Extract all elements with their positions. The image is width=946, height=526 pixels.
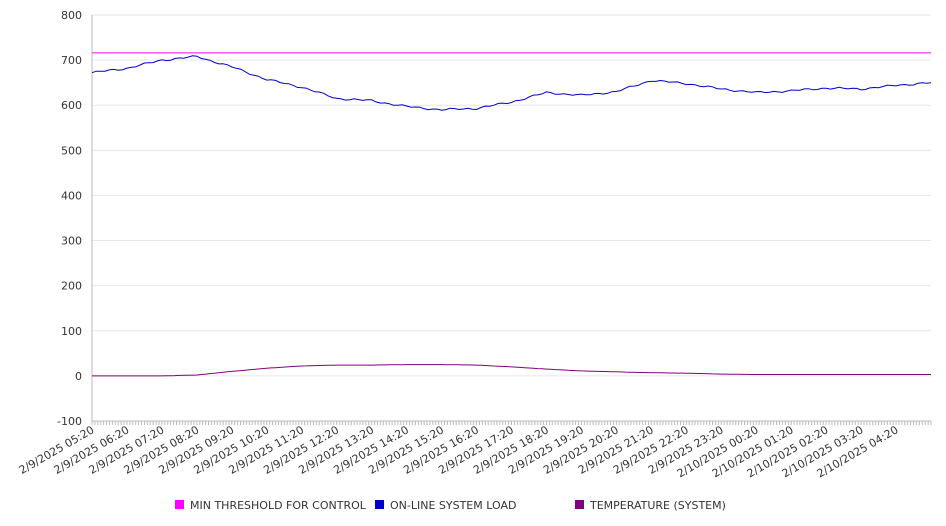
y-tick-label: 100 bbox=[61, 325, 82, 338]
y-tick-label: 0 bbox=[75, 370, 82, 383]
legend-label-temperature-system: TEMPERATURE (SYSTEM) bbox=[589, 499, 726, 512]
legend-swatch-temperature-system bbox=[575, 500, 584, 509]
y-tick-label: 600 bbox=[61, 99, 82, 112]
y-tick-label: 200 bbox=[61, 280, 82, 293]
y-tick-label: 300 bbox=[61, 235, 82, 248]
series-line-temperature-system bbox=[92, 364, 931, 377]
legend-label-on-line-system-load: ON-LINE SYSTEM LOAD bbox=[390, 499, 516, 512]
y-tick-label: 500 bbox=[61, 144, 82, 157]
legend-label-min-threshold-for-control: MIN THRESHOLD FOR CONTROL bbox=[190, 499, 367, 512]
legend: MIN THRESHOLD FOR CONTROL ON-LINE SYSTEM … bbox=[175, 499, 726, 512]
y-tick-label: -100 bbox=[57, 415, 82, 428]
x-axis: 2/9/2025 05:202/9/2025 06:202/9/2025 07:… bbox=[17, 15, 932, 480]
series-line-on-line-system-load bbox=[91, 55, 932, 111]
legend-swatch-on-line-system-load bbox=[375, 500, 384, 509]
grid-lines bbox=[92, 14, 931, 422]
y-tick-label: 800 bbox=[61, 9, 82, 22]
y-axis-ticks: -100 0 100 200 300 400 500 600 700 800 bbox=[57, 9, 82, 428]
series-lines bbox=[91, 52, 932, 377]
legend-swatch-min-threshold-for-control bbox=[175, 500, 184, 509]
y-tick-label: 700 bbox=[61, 54, 82, 67]
y-tick-label: 400 bbox=[61, 189, 82, 202]
